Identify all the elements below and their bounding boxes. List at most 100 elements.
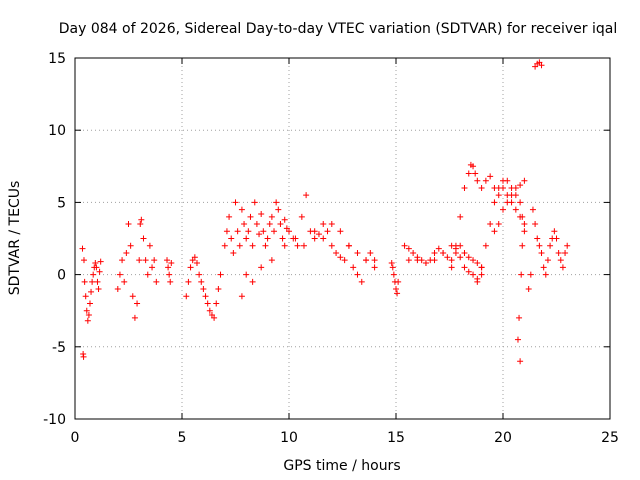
data-point: [234, 228, 241, 235]
data-point: [121, 278, 128, 285]
data-point: [258, 264, 265, 271]
data-point: [286, 228, 292, 235]
data-point: [354, 271, 361, 278]
data-point: [457, 213, 464, 220]
data-point: [271, 228, 278, 235]
data-point: [538, 249, 545, 256]
data-point: [562, 249, 569, 256]
data-point: [521, 221, 528, 228]
data-point: [165, 264, 172, 271]
data-point: [298, 213, 305, 220]
data-point: [559, 264, 566, 271]
data-point: [536, 242, 543, 249]
data-point: [83, 307, 90, 314]
data-point: [337, 254, 344, 261]
data-point: [315, 231, 322, 238]
data-point: [138, 216, 145, 223]
data-point: [564, 242, 571, 249]
data-point: [390, 271, 397, 278]
data-point: [226, 213, 233, 220]
data-point: [504, 199, 511, 206]
data-point: [410, 249, 417, 256]
data-point: [144, 271, 151, 278]
data-point: [303, 192, 310, 199]
data-point: [478, 184, 485, 191]
data-point: [279, 235, 286, 242]
x-tick-label: 15: [387, 430, 405, 446]
data-point: [217, 271, 224, 278]
data-point: [487, 221, 494, 228]
data-point: [281, 242, 288, 249]
data-point: [243, 271, 250, 278]
data-point: [516, 314, 523, 321]
data-point: [405, 245, 412, 252]
data-point: [153, 278, 160, 285]
data-point: [521, 177, 528, 184]
data-point: [525, 286, 532, 293]
axis-ticks: 0 5 10 15 20 25 -10 -5 0 5 10 15: [43, 51, 619, 446]
data-point: [221, 242, 228, 249]
data-point: [532, 221, 539, 228]
data-point: [500, 177, 506, 184]
data-point: [395, 278, 402, 285]
data-point: [521, 228, 528, 235]
data-point: [333, 249, 340, 256]
data-point: [389, 264, 396, 271]
data-point: [249, 278, 256, 285]
data-point: [472, 170, 479, 177]
data-point: [474, 260, 481, 267]
data-point: [136, 257, 143, 264]
data-point: [114, 286, 121, 293]
data-point: [89, 278, 96, 285]
x-tick-label: 10: [280, 430, 298, 446]
y-tick-label: 10: [48, 123, 66, 139]
data-point: [474, 177, 481, 184]
y-tick-label: 15: [48, 51, 66, 67]
data-point: [547, 242, 554, 249]
data-point: [251, 199, 258, 206]
data-point: [262, 242, 269, 249]
data-point: [478, 271, 485, 278]
data-point: [230, 249, 237, 256]
data-point: [245, 228, 252, 235]
data-point: [482, 242, 489, 249]
data-point: [491, 228, 498, 235]
data-point: [127, 242, 134, 249]
data-point: [84, 317, 91, 324]
data-point: [465, 170, 472, 177]
data-point: [97, 258, 104, 265]
data-point: [457, 254, 464, 261]
data-point: [512, 192, 519, 199]
data-point: [444, 254, 451, 261]
chart-title: Day 084 of 2026, Sidereal Day-to-day VTE…: [59, 21, 617, 37]
data-point: [538, 62, 545, 69]
data-point: [131, 314, 138, 321]
data-point: [478, 264, 485, 271]
data-point: [193, 260, 200, 267]
data-point: [191, 254, 198, 261]
data-point: [394, 290, 401, 297]
data-point: [88, 288, 95, 295]
data-point: [465, 254, 472, 261]
data-point: [553, 235, 560, 242]
data-point: [149, 264, 156, 271]
data-point: [517, 199, 524, 206]
data-point: [164, 257, 171, 264]
data-point: [129, 293, 136, 300]
data-point: [146, 242, 153, 249]
data-point: [495, 192, 502, 199]
data-point: [140, 235, 147, 242]
data-point: [405, 257, 412, 264]
data-point: [247, 213, 254, 220]
data-point: [504, 192, 511, 199]
data-point: [260, 228, 267, 235]
data-point: [196, 271, 203, 278]
data-point: [236, 242, 243, 249]
data-point: [119, 257, 126, 264]
data-point: [249, 242, 256, 249]
data-point: [123, 249, 130, 256]
data-point: [320, 221, 327, 228]
data-point: [268, 257, 275, 264]
data-point: [495, 221, 502, 228]
data-point: [440, 249, 447, 256]
